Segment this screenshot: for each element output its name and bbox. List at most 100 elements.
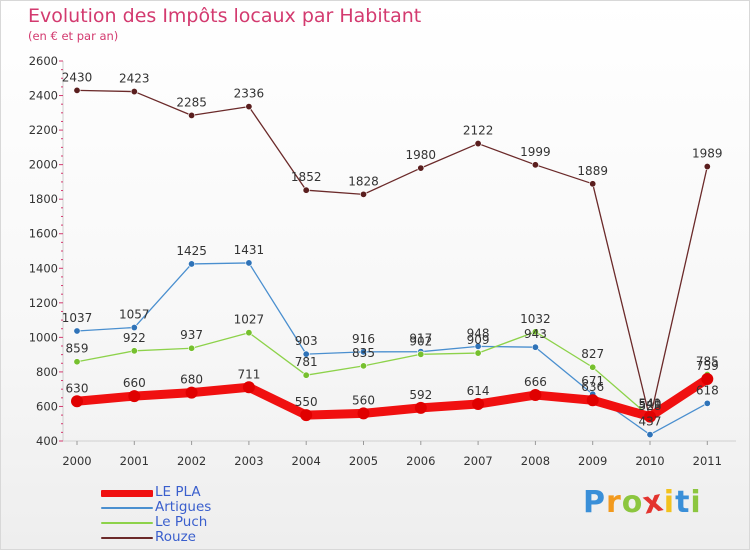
data-point xyxy=(73,358,81,366)
data-point xyxy=(531,161,539,169)
logo-letter: P xyxy=(583,485,606,520)
x-tick-label: 2010 xyxy=(635,454,664,468)
data-label: 1980 xyxy=(406,148,437,162)
x-tick-label: 2006 xyxy=(406,454,435,468)
y-tick-label: 1400 xyxy=(29,261,58,275)
data-label: 922 xyxy=(123,331,146,345)
data-label: 711 xyxy=(237,367,260,381)
x-tick-label: 2000 xyxy=(62,454,91,468)
data-point xyxy=(188,344,196,352)
data-point xyxy=(300,409,313,422)
y-tick-label: 400 xyxy=(36,434,58,448)
data-point xyxy=(302,371,310,379)
data-point xyxy=(586,394,599,407)
logo-letter: i xyxy=(690,485,702,520)
data-label: 1889 xyxy=(577,164,608,178)
data-point xyxy=(245,103,253,111)
data-label: 903 xyxy=(295,334,318,348)
data-label: 2430 xyxy=(62,70,93,84)
data-label: 540 xyxy=(639,397,662,411)
data-label: 943 xyxy=(524,327,547,341)
data-label: 671 xyxy=(581,374,604,388)
axes: 400 600 800 1000 1200 1400 1600 1800 2000 2200 240… xyxy=(29,54,736,468)
data-label: 680 xyxy=(180,373,203,387)
data-labels: 2430 2423 2285 2336 1852 1828 1980 2122 1999 1889… xyxy=(62,70,723,428)
data-point xyxy=(359,348,367,356)
x-tick-label: 2005 xyxy=(349,454,378,468)
data-label: 2122 xyxy=(463,124,494,138)
data-label: 909 xyxy=(467,333,490,347)
data-label: 541 xyxy=(639,397,662,411)
data-point xyxy=(474,349,482,357)
data-point xyxy=(417,164,425,172)
series-line-le-puch xyxy=(76,331,708,418)
data-label: 902 xyxy=(409,334,432,348)
y-tick-label: 600 xyxy=(36,399,58,413)
data-label: 614 xyxy=(467,384,490,398)
data-point xyxy=(417,350,425,358)
data-point xyxy=(188,111,196,119)
data-label: 437 xyxy=(639,415,662,429)
data-label: 1027 xyxy=(234,313,265,327)
y-tick-label: 1000 xyxy=(29,330,58,344)
data-point xyxy=(302,350,310,358)
legend-label: Artigues xyxy=(155,499,212,515)
data-label: 618 xyxy=(696,383,719,397)
data-point xyxy=(73,327,81,335)
data-label: 560 xyxy=(352,393,375,407)
x-tick-label: 2003 xyxy=(234,454,263,468)
data-point xyxy=(130,347,138,355)
y-tick-label: 2600 xyxy=(29,54,58,68)
data-label: 2285 xyxy=(176,95,207,109)
data-point xyxy=(531,328,539,336)
data-label: 759 xyxy=(696,359,719,373)
x-tick-label: 2008 xyxy=(521,454,550,468)
legend-swatch xyxy=(101,537,153,539)
data-label: 1037 xyxy=(62,311,93,325)
data-label: 1852 xyxy=(291,170,322,184)
data-label: 1057 xyxy=(119,308,150,322)
y-tick-label: 1200 xyxy=(29,296,58,310)
data-point xyxy=(245,329,253,337)
x-tick-label: 2009 xyxy=(578,454,607,468)
data-label: 1431 xyxy=(234,243,265,257)
data-label: 827 xyxy=(581,347,604,361)
data-point xyxy=(357,407,370,420)
data-point xyxy=(130,324,138,332)
legend-swatch xyxy=(101,489,153,497)
data-label: 1989 xyxy=(692,147,723,161)
x-tick-label: 2001 xyxy=(120,454,149,468)
data-point xyxy=(414,401,427,414)
data-label: 592 xyxy=(409,388,432,402)
y-tick-label: 2200 xyxy=(29,123,58,137)
data-point xyxy=(71,395,83,408)
data-point xyxy=(474,342,482,350)
x-tick-label: 2007 xyxy=(463,454,492,468)
data-point xyxy=(646,431,654,439)
series-line-le-pla xyxy=(72,374,712,422)
data-point xyxy=(703,399,711,407)
data-label: 859 xyxy=(66,342,89,356)
legend-label: LE PLA xyxy=(155,484,201,500)
y-tick-label: 2000 xyxy=(29,158,58,172)
data-label: 785 xyxy=(696,355,719,369)
data-label: 660 xyxy=(123,376,146,390)
data-label: 835 xyxy=(352,346,375,360)
data-point xyxy=(701,372,714,385)
y-tick-label: 2400 xyxy=(29,89,58,103)
legend-swatch xyxy=(101,507,153,509)
y-tick-label: 1600 xyxy=(29,227,58,241)
data-label: 630 xyxy=(66,381,89,395)
data-point xyxy=(589,180,597,188)
data-label: 917 xyxy=(409,332,432,346)
series-group xyxy=(71,86,714,439)
data-label: 636 xyxy=(581,380,604,394)
legend-swatch xyxy=(101,522,153,524)
data-point xyxy=(359,190,367,198)
x-tick-label: 2002 xyxy=(177,454,206,468)
data-point xyxy=(128,390,141,403)
data-point xyxy=(185,386,198,399)
data-point xyxy=(644,410,656,423)
